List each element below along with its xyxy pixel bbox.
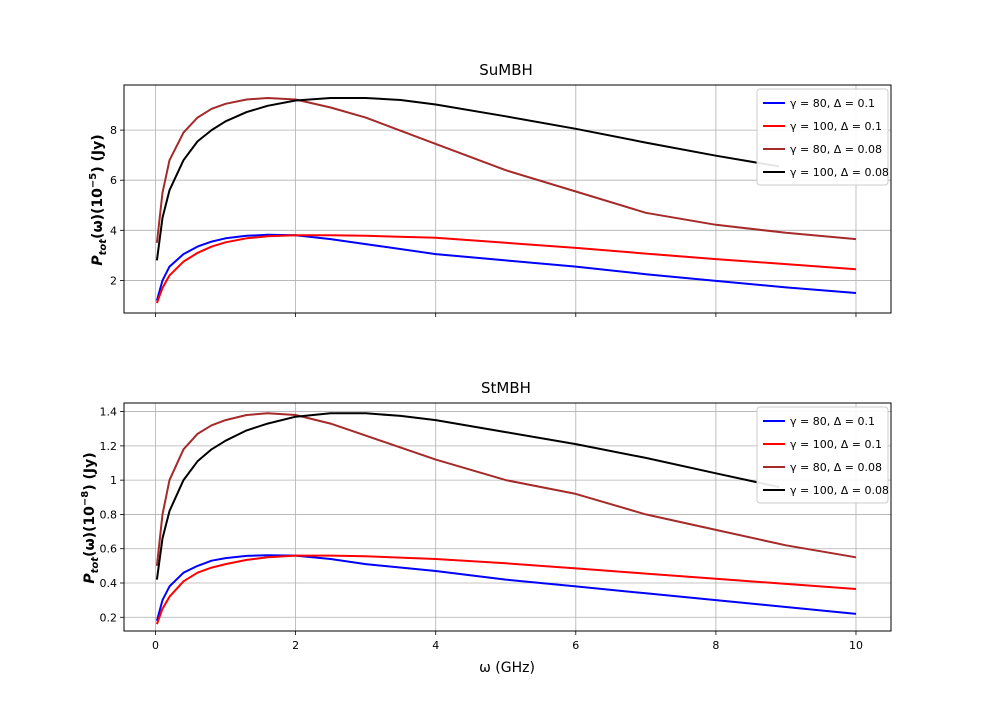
y-axis-label: Ptot(ω)(10−5) (Jy) (88, 134, 109, 265)
y-tick-label: 0.4 (100, 577, 118, 590)
y-axis-label: Ptot(ω)(10−8) (Jy) (80, 452, 101, 583)
plot-frame (123, 84, 892, 314)
legend-entry: γ = 100, Δ = 0.08 (790, 484, 889, 497)
axis-ticks: 0 2 4 6 8 10 0.2 0.4 0.6 0.8 1 1.2 1.4 (100, 406, 863, 652)
legend-entry: γ = 80, Δ = 0.08 (790, 143, 882, 156)
x-axis-label: ω (GHz) (479, 660, 535, 676)
y-tick-label: 2 (110, 274, 117, 287)
series-lines (155, 412, 857, 625)
chart-sumbh: SuMBH 2 4 6 8 Ptot(ω)(10−5) (Jy) γ = 80, Δ … (88, 61, 892, 317)
x-tick-label: 4 (432, 639, 439, 652)
x-tick-label: 8 (712, 639, 719, 652)
legend-entry: γ = 100, Δ = 0.1 (790, 120, 882, 133)
series-line (155, 97, 780, 261)
y-axis-label-sub: tot (98, 238, 109, 256)
chart-title: StMBH (481, 379, 531, 397)
chart-stmbh: StMBH 0 2 4 6 8 10 0.2 0.4 0.6 0.8 1 1.2 1.4 Ptot(ω)… (80, 379, 892, 676)
y-tick-label: 4 (110, 224, 117, 237)
y-axis-label-tail: ) (Jy) (90, 134, 106, 172)
y-tick-label: 1.2 (100, 440, 118, 453)
y-tick-label: 6 (110, 174, 117, 187)
y-axis-label-main: P (90, 255, 106, 266)
legend: γ = 80, Δ = 0.1 γ = 100, Δ = 0.1 γ = 80, Δ… (756, 88, 889, 186)
x-tick-label: 0 (152, 639, 159, 652)
y-axis-label-main: P (82, 573, 98, 584)
plot-frame (123, 402, 892, 632)
legend-entry: γ = 80, Δ = 0.08 (790, 461, 882, 474)
y-axis-label-exp: −5 (88, 173, 99, 188)
series-line (155, 234, 857, 304)
legend-entry: γ = 80, Δ = 0.1 (790, 415, 875, 428)
y-tick-label: 1 (110, 474, 117, 487)
legend-entry: γ = 100, Δ = 0.08 (790, 166, 889, 179)
x-tick-label: 6 (572, 639, 579, 652)
legend: γ = 80, Δ = 0.1 γ = 100, Δ = 0.1 γ = 80, Δ… (756, 406, 889, 504)
chart-title: SuMBH (479, 61, 533, 79)
series-line (155, 554, 857, 625)
series-line (155, 412, 857, 567)
y-axis-label-rest: (ω)(10 (90, 188, 106, 239)
legend-entry: γ = 80, Δ = 0.1 (790, 97, 875, 110)
y-axis-label-sub: tot (90, 556, 101, 574)
legend-entry: γ = 100, Δ = 0.1 (790, 438, 882, 451)
legend-box (756, 88, 889, 186)
x-tick-label: 2 (292, 639, 299, 652)
series-line (155, 412, 780, 580)
y-axis-label-tail: ) (Jy) (82, 452, 98, 490)
y-axis-label-rest: (ω)(10 (82, 506, 98, 557)
series-lines (155, 97, 857, 304)
axis-ticks: 2 4 6 8 (110, 124, 857, 317)
y-axis-label-exp: −8 (80, 491, 91, 506)
x-tick-label: 10 (849, 639, 863, 652)
y-tick-label: 0.2 (100, 611, 118, 624)
legend-box (756, 406, 889, 504)
y-tick-label: 0.8 (100, 508, 118, 521)
y-tick-label: 1.4 (100, 406, 118, 419)
y-tick-label: 8 (110, 124, 117, 137)
y-tick-label: 0.6 (100, 543, 118, 556)
